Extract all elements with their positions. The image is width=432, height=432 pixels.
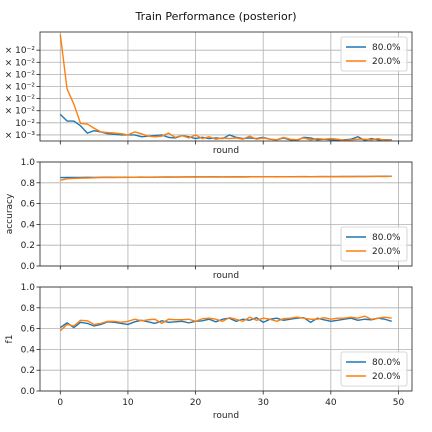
y-tick-label: 0.0: [21, 387, 36, 397]
y-tick-label: 1.0: [21, 158, 36, 168]
y-tick-label: 0.6: [21, 200, 36, 210]
y-tick-label: × 10⁻²: [5, 70, 36, 80]
y-tick-label: × 10⁻²: [5, 83, 36, 93]
y-tick-label: × 10⁻³: [5, 131, 36, 141]
legend-box: [340, 36, 408, 72]
y-tick-label: × 10⁻²: [5, 107, 36, 117]
x-axis-label: round: [213, 271, 239, 281]
y-tick-label: 0.6: [21, 325, 36, 335]
legend-label-1: 80.0%: [372, 358, 401, 368]
plot-frame: [39, 31, 413, 142]
legend-label-1: 80.0%: [372, 233, 401, 243]
y-tick-label: 10⁻²: [15, 119, 35, 129]
legend: 80.0% 20.0%: [340, 36, 408, 72]
x-axis-label: round: [213, 146, 239, 156]
x-tick-label: 20: [190, 398, 202, 408]
x-tick-label: 40: [325, 398, 337, 408]
y-tick-label: 1.0: [21, 283, 36, 293]
x-tick-label: 50: [393, 398, 405, 408]
y-tick-label: 0.0: [21, 262, 36, 272]
y-tick-label: 0.2: [21, 366, 35, 376]
plot-frame: [39, 161, 413, 267]
subplot-3: 0 10 20 30 40 50 0.0 0.2 0.4 0.6 0.8 1.0 round f1 80.0…: [5, 283, 413, 421]
legend-label-1: 80.0%: [372, 43, 401, 53]
legend-label-2: 20.0%: [372, 372, 401, 382]
figure-title: Train Performance (posterior): [134, 10, 296, 23]
y-tick-label: 0.8: [21, 179, 36, 189]
y-axis-label: accuracy: [5, 193, 15, 234]
y-tick-label: × 10⁻²: [5, 58, 36, 68]
y-tick-label: × 10⁻²: [5, 46, 36, 56]
y-tick-label: 0.4: [21, 220, 36, 230]
y-tick-label: 0.2: [21, 241, 35, 251]
legend: 80.0% 20.0%: [340, 351, 408, 387]
legend: 80.0% 20.0%: [340, 226, 408, 262]
legend-box: [340, 226, 408, 262]
legend-box: [340, 351, 408, 387]
y-tick-label: 0.4: [21, 345, 36, 355]
subplot-1: × 10⁻³ 10⁻² × 10⁻² × 10⁻² × 10⁻² × 10⁻² × 10⁻²…: [5, 31, 413, 156]
x-tick-label: 10: [122, 398, 134, 408]
y-tick-label: × 10⁻²: [5, 95, 36, 105]
series-line-2: [60, 175, 392, 181]
series-line-2: [59, 34, 392, 141]
series-line-2: [59, 315, 392, 332]
x-tick-label: 30: [257, 398, 269, 408]
plot-frame: [39, 286, 413, 392]
subplots: × 10⁻³ 10⁻² × 10⁻² × 10⁻² × 10⁻² × 10⁻² × 10⁻²…: [5, 31, 413, 421]
legend-label-2: 20.0%: [372, 247, 401, 257]
series-line-1: [59, 113, 392, 141]
subplot-2: 0.0 0.2 0.4 0.6 0.8 1.0 round accuracy 80.0% 20.0…: [5, 158, 413, 281]
y-tick-label: 0.8: [21, 304, 36, 314]
legend-label-2: 20.0%: [372, 57, 401, 67]
series-group: [60, 175, 392, 181]
series-group: [59, 34, 392, 141]
series-group: [59, 315, 392, 332]
y-axis-label: f1: [5, 335, 15, 344]
x-axis-label: round: [213, 411, 239, 421]
x-tick-label: 0: [57, 398, 63, 408]
